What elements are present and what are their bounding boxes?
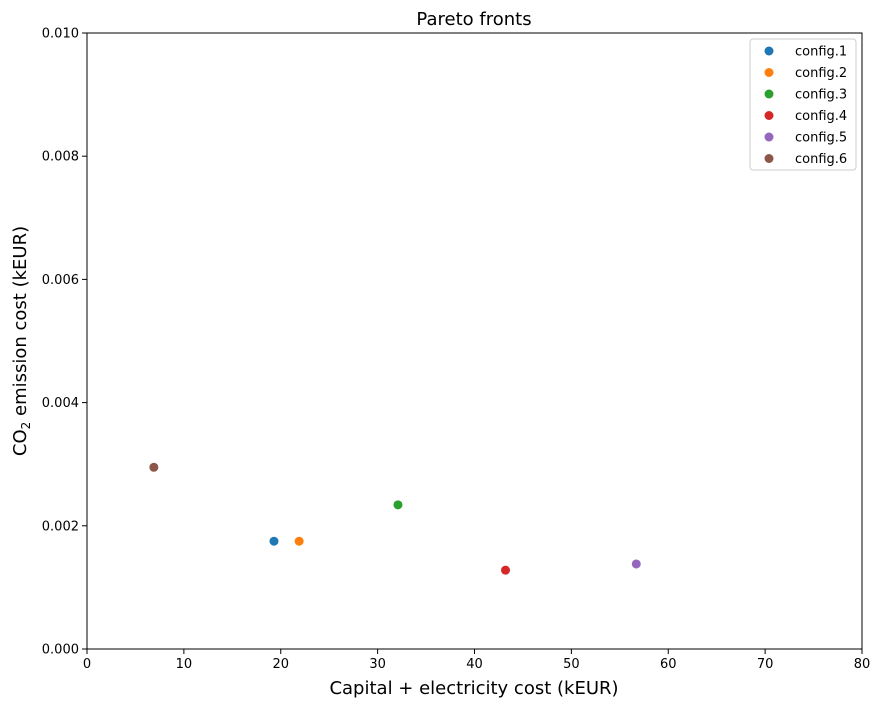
y-tick-label: 0.006 [42,273,79,288]
y-axis-label: CO2 emission cost (kEUR) [10,226,33,456]
legend-marker [764,154,774,163]
x-tick-label: 20 [272,657,289,672]
plot-frame [86,32,863,650]
legend-frame [749,38,857,171]
legend-label: config.3 [795,88,847,103]
y-axis-label-suffix: emission cost (kEUR) [10,226,31,422]
data-point-config-5 [631,559,641,569]
plot-area [86,32,863,650]
x-tick-label: 60 [660,657,677,672]
y-tick-label: 0.004 [42,396,79,411]
y-tick-label: 0.002 [42,519,79,534]
x-axis-ticks: 0 10 20 30 40 50 60 70 80 [83,649,870,672]
y-axis-label-subscript: 2 [19,422,33,430]
data-points [149,462,641,575]
chart-title: Pareto fronts [416,9,531,30]
x-tick-label: 80 [854,657,871,672]
legend-marker [764,111,774,120]
legend-label: config.1 [795,45,847,60]
x-axis-label: Capital + electricity cost (kEUR) [329,678,618,699]
legend-label: config.5 [795,131,847,146]
legend-label: config.2 [795,66,847,81]
legend-marker [764,89,774,99]
y-axis-ticks: 0.000 0.002 0.004 0.006 0.008 0.010 [42,27,87,658]
y-tick-label: 0.010 [42,27,79,42]
x-tick-label: 50 [563,657,580,672]
x-tick-label: 30 [369,657,386,672]
y-axis-label-prefix: CO [10,429,31,456]
data-point-config-2 [294,536,304,546]
data-point-config-4 [501,565,510,575]
x-tick-label: 10 [176,657,193,672]
legend-marker [764,46,774,56]
x-tick-label: 0 [83,657,91,672]
x-tick-label: 70 [757,657,774,672]
data-point-config-3 [393,500,403,510]
legend: config.1 config.2 config.3 config.4 config.5… [749,38,857,171]
data-point-config-6 [149,462,159,472]
legend-marker [764,68,774,77]
legend-marker [764,132,774,142]
x-tick-label: 40 [466,657,483,672]
legend-label: config.6 [795,152,847,167]
legend-label: config.4 [795,109,847,124]
y-tick-label: 0.000 [42,643,79,658]
data-point-config-1 [269,536,279,546]
y-tick-label: 0.008 [42,150,79,165]
